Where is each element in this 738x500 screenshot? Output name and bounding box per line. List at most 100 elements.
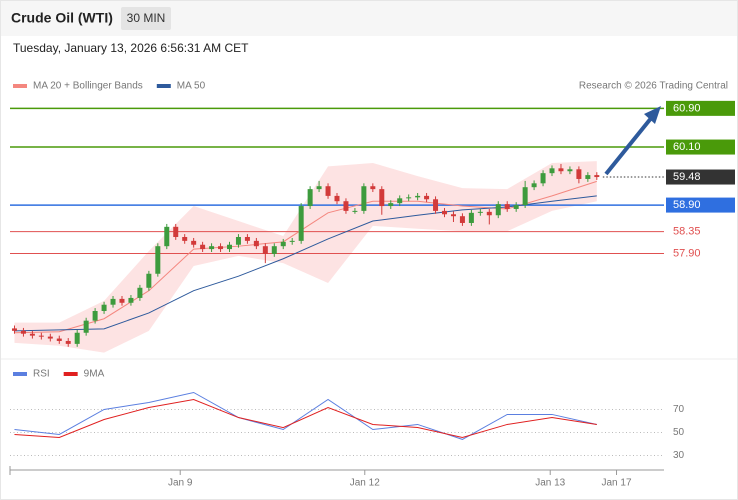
candle-body [164, 226, 170, 247]
legend-label: MA 50 [177, 81, 206, 92]
candle-body [47, 336, 53, 339]
candle-body [244, 237, 250, 241]
candle-body [38, 335, 44, 337]
candle-body [450, 214, 456, 217]
candle-body [442, 210, 448, 215]
level-tag [666, 169, 735, 185]
candle-body [388, 203, 394, 207]
candle-body [253, 240, 259, 247]
candle-body [262, 246, 268, 254]
x-tick-label: Jan 13 [535, 478, 565, 489]
credit: Research © 2026 Trading Central [579, 81, 728, 92]
candle-body [316, 186, 322, 190]
candle-body [352, 210, 358, 212]
candle-body [226, 244, 232, 250]
level-label: 60.90 [673, 102, 701, 114]
level-label: 58.90 [673, 199, 701, 211]
candle-body [65, 340, 71, 344]
candle-body [182, 237, 188, 241]
candle-body [504, 204, 510, 209]
x-tick-label: Jan 9 [168, 478, 193, 489]
legend-label: RSI [33, 369, 50, 380]
legend-swatch [13, 372, 27, 376]
candle-body [137, 287, 143, 298]
candle-body [280, 241, 286, 247]
candle-body [191, 240, 197, 245]
forecast-arrowhead [644, 106, 661, 124]
candle-body [585, 175, 591, 179]
candle-body [361, 186, 367, 211]
candle-body [11, 328, 17, 331]
level-label: 58.35 [673, 226, 701, 238]
legend-swatch [63, 372, 78, 376]
candle-body [325, 186, 331, 196]
candle-body [459, 216, 465, 223]
candle-body [343, 201, 349, 211]
y-tick-label: 30 [673, 450, 685, 461]
legend-label: 9MA [84, 369, 105, 380]
candle-body [20, 330, 26, 334]
candle-body [173, 226, 179, 237]
candle-body [200, 244, 206, 250]
candle-body [370, 186, 376, 190]
candle-body [334, 195, 340, 202]
candle-body [495, 204, 501, 216]
x-tick-label: Jan 17 [602, 478, 632, 489]
bollinger-band [14, 161, 597, 353]
candle-body [406, 197, 412, 199]
candle-body [271, 246, 277, 254]
candle-body [83, 320, 89, 333]
level-label: 59.48 [673, 171, 701, 183]
legend-label: MA 20 + Bollinger Bands [33, 81, 143, 92]
candle-body [468, 212, 474, 223]
candle-body [235, 237, 241, 245]
candle-body [146, 273, 152, 288]
candle-body [486, 211, 492, 216]
legend-swatch [156, 84, 171, 88]
timestamp: Tuesday, January 13, 2026 6:56:31 AM CET [13, 41, 249, 55]
candle-body [56, 338, 62, 341]
candle-body [549, 168, 555, 174]
y-tick-label: 70 [673, 404, 685, 415]
timeframe[interactable]: 30 MIN [127, 11, 166, 25]
candle-body [119, 298, 125, 303]
y-tick-label: 50 [673, 427, 685, 438]
candle-body [594, 175, 600, 178]
candle-body [298, 206, 304, 241]
level-label: 57.90 [673, 247, 701, 259]
candle-body [29, 333, 35, 336]
candle-body [477, 211, 483, 213]
candle-body [289, 240, 295, 242]
candle-body [531, 183, 537, 188]
candle-body [209, 246, 215, 250]
candle-body [513, 205, 519, 209]
candle-body [155, 246, 161, 274]
candle-body [110, 298, 116, 305]
candle-body [433, 199, 439, 211]
candle-body [558, 168, 564, 172]
candle-body [415, 195, 421, 198]
level-tag [666, 197, 735, 213]
candle-body [567, 169, 573, 172]
candle-body [74, 332, 80, 344]
candle-body [379, 189, 385, 207]
candle-body [522, 187, 528, 206]
candle-body [92, 310, 98, 321]
level-tag [666, 139, 735, 155]
candle-body [540, 173, 546, 184]
instrument-title: Crude Oil (WTI) [11, 10, 113, 26]
level-tag [666, 100, 735, 116]
legend-swatch [13, 84, 27, 88]
x-tick-label: Jan 12 [350, 478, 380, 489]
candle-body [218, 246, 224, 250]
candle-body [307, 189, 313, 207]
plot-layer: 60.90 60.10 59.48 58.90 58.35 57.90 MA 20 + Bo… [9, 81, 735, 489]
level-label: 60.10 [673, 141, 701, 153]
candle-body [397, 198, 403, 204]
candle-body [101, 304, 107, 311]
timeframe-badge[interactable] [121, 7, 171, 30]
indicator-line [14, 398, 597, 438]
indicator-line [14, 391, 597, 440]
